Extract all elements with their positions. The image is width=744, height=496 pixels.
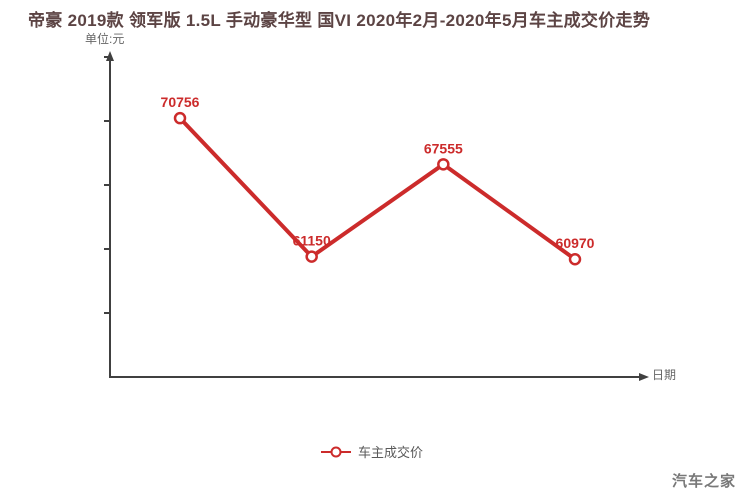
data-point-marker xyxy=(173,111,187,125)
x-axis-label: 日期 xyxy=(652,368,677,382)
price-trend-line xyxy=(178,116,577,262)
legend-marker-icon[interactable] xyxy=(320,446,351,458)
x-axis-arrow-icon xyxy=(639,373,649,381)
line-chart: 70756 61150 67555 60970 xyxy=(104,51,649,381)
legend: 车主成交价 xyxy=(0,442,744,461)
chart-title: 帝豪 2019款 领军版 1.5L 手动豪华型 国VI 2020年2月-2020… xyxy=(28,11,651,30)
data-point-marker xyxy=(568,252,582,266)
data-point-label: 60970 xyxy=(556,235,595,251)
data-point-label: 70756 xyxy=(161,94,200,110)
watermark-logo: 汽车之家 xyxy=(671,473,736,490)
y-axis-unit-label: 单位:元 xyxy=(85,32,125,46)
data-point-label: 67555 xyxy=(424,140,463,156)
data-point-marker xyxy=(437,158,450,171)
data-point-marker xyxy=(305,250,318,263)
data-point-label: 61150 xyxy=(293,233,331,249)
legend-label[interactable]: 车主成交价 xyxy=(357,445,423,460)
